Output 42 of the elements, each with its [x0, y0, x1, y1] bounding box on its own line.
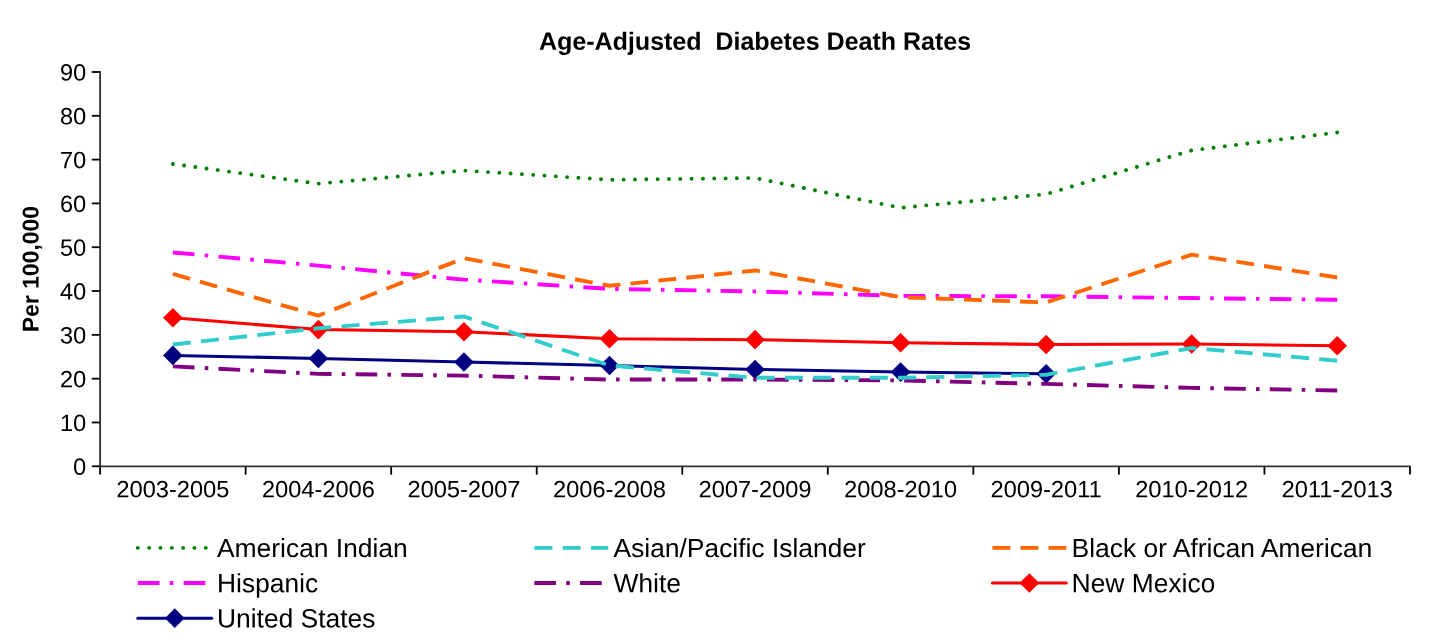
chart-title: Age-Adjusted Diabetes Death Rates	[539, 31, 971, 56]
y-tick-label: 0	[74, 458, 86, 476]
legend-label: American Indian	[217, 537, 406, 558]
legend-label: Black or African American	[1073, 537, 1371, 558]
x-tick-label: 2004-2006	[263, 480, 374, 498]
point	[745, 329, 765, 350]
y-tick-label: 60	[61, 195, 86, 213]
x-tick-label: 2007-2009	[699, 480, 811, 498]
point	[890, 332, 911, 353]
y-tick-label: 90	[61, 64, 86, 81]
x-tick-label: 2005-2007	[408, 480, 520, 498]
legend-label: New Mexico	[1073, 573, 1215, 593]
y-tick-label: 30	[60, 326, 86, 344]
point	[1036, 334, 1056, 355]
x-tick-label: 2011-2013	[1282, 480, 1392, 498]
line-series	[170, 250, 1340, 302]
legend-label: Hispanic	[219, 573, 318, 598]
point	[163, 307, 183, 328]
line-series	[170, 252, 1340, 318]
x-tick-label: 2010-2012	[1136, 480, 1247, 498]
y-tick-label: 40	[60, 283, 86, 300]
point	[745, 359, 765, 380]
y-tick-label: 70	[61, 151, 86, 169]
y-tick-label: 20	[61, 370, 86, 388]
legend-label: White	[613, 573, 680, 593]
legend-label: Asian/Pacific Islander	[613, 537, 866, 558]
point	[454, 352, 474, 372]
y-tick-label: 10	[61, 414, 86, 432]
line-series	[170, 130, 1340, 210]
x-tick-label: 2003-2005	[117, 480, 229, 498]
x-tick-label: 2006-2008	[554, 480, 665, 498]
x-tick-label: 2009-2011	[991, 480, 1101, 498]
point	[454, 321, 474, 342]
point	[163, 345, 183, 366]
point	[599, 328, 620, 349]
point	[1327, 335, 1348, 356]
point	[308, 348, 329, 369]
y-tick-label: 80	[60, 107, 86, 125]
y-axis-title: Per 100,000	[22, 206, 43, 331]
y-tick-label: 50	[60, 239, 86, 257]
x-tick-label: 2008-2010	[845, 480, 957, 498]
legend-label: United States	[219, 608, 375, 628]
